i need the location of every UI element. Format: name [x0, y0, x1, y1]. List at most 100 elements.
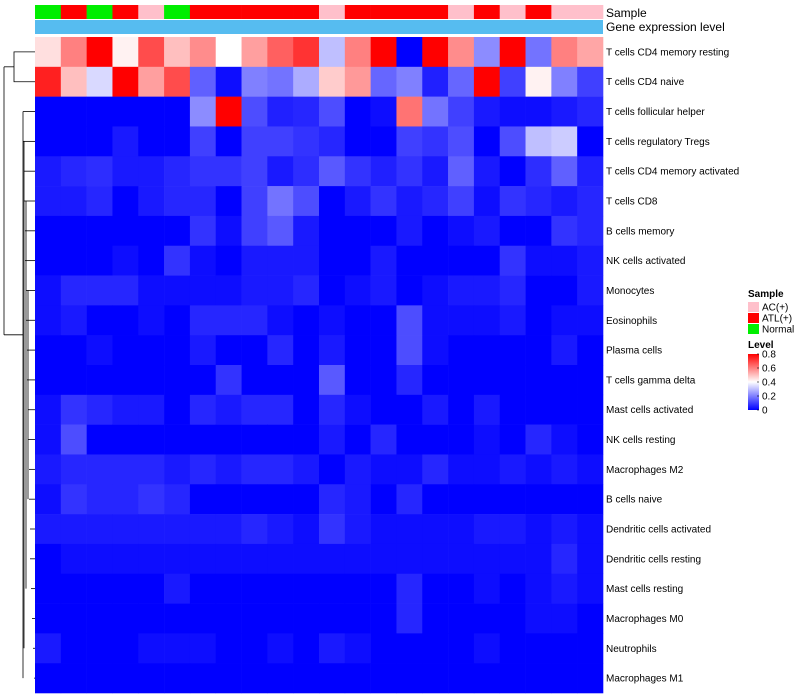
heatmap-cell [370, 514, 397, 545]
heatmap-cell [473, 365, 501, 396]
heatmap-cell [267, 454, 294, 485]
heatmap-cell [241, 543, 268, 575]
heatmap-cell [525, 633, 552, 664]
heatmap-cell [164, 365, 191, 396]
heatmap-cell [422, 573, 449, 604]
heatmap-cell [525, 484, 552, 515]
heatmap-cell [267, 543, 294, 575]
level-tick-label: 0.4 [762, 378, 776, 389]
heatmap-cell [577, 394, 604, 425]
heatmap-cell [293, 394, 320, 425]
heatmap-cell [448, 633, 475, 664]
heatmap-cell [112, 156, 139, 187]
heatmap-cell [189, 335, 217, 366]
heatmap-cell [215, 335, 242, 366]
heatmap-cell [60, 543, 87, 575]
heatmap-cell [448, 245, 475, 276]
heatmap-cell [473, 245, 501, 276]
heatmap-cell [448, 335, 475, 366]
heatmap-cell [60, 573, 87, 604]
heatmap-cell [577, 484, 604, 515]
heatmap-cell [86, 424, 113, 455]
heatmap-cell [215, 37, 242, 68]
heatmap-cell [422, 275, 449, 306]
sample-annotation-cell [344, 5, 371, 19]
heatmap-cell [525, 365, 552, 396]
heatmap-cell [422, 394, 449, 425]
heatmap-cell [35, 245, 62, 276]
heatmap-cell [370, 305, 397, 336]
heatmap-cell [138, 335, 165, 366]
heatmap-cell [370, 37, 397, 68]
heatmap-cell [525, 96, 552, 127]
heatmap-cell [267, 603, 294, 634]
heatmap-cell [525, 215, 552, 247]
heatmap-cell [112, 215, 139, 247]
heatmap-cell [396, 394, 423, 425]
row-label: Macrophages M1 [606, 674, 684, 685]
heatmap-cell [60, 603, 87, 634]
heatmap-cell [344, 96, 371, 127]
heatmap-cell [189, 275, 217, 306]
heatmap-cell [473, 37, 501, 68]
heatmap-cell [138, 663, 165, 694]
heatmap-cell [164, 394, 191, 425]
heatmap-cell [422, 37, 449, 68]
heatmap-cell [525, 275, 552, 306]
row-label: T cells CD4 memory resting [606, 47, 729, 58]
heatmap-cell [344, 543, 371, 575]
heatmap-cell [396, 633, 423, 664]
heatmap-cell [551, 156, 578, 187]
heatmap-cell [35, 305, 62, 336]
heatmap-cell [370, 96, 397, 127]
heatmap-cell [60, 365, 87, 396]
row-label: Mast cells resting [606, 584, 683, 595]
heatmap-cell [551, 245, 578, 276]
heatmap-cell [422, 126, 449, 157]
gene-level-annotation-bar [35, 20, 603, 34]
level-tick-label: 0.2 [762, 392, 776, 403]
heatmap-cell [551, 37, 578, 68]
heatmap-cell [525, 573, 552, 604]
heatmap-cell [577, 305, 604, 336]
row-label: T cells regulatory Tregs [606, 137, 710, 148]
heatmap-cell [164, 245, 191, 276]
heatmap-cell [319, 275, 346, 306]
heatmap-cell [344, 186, 371, 217]
heatmap-cell [60, 514, 87, 545]
heatmap-cell [164, 603, 191, 634]
heatmap-cell [577, 335, 604, 366]
heatmap-cell [448, 573, 475, 604]
heatmap-cell [189, 514, 217, 545]
heatmap-cell [164, 424, 191, 455]
heatmap-cell [422, 156, 449, 187]
heatmap-cell [499, 633, 526, 664]
heatmap-cell [267, 633, 294, 664]
heatmap-cell [241, 275, 268, 306]
sample-annotation-cell [241, 5, 268, 19]
heatmap-cell [215, 394, 242, 425]
heatmap-cell [215, 186, 242, 217]
row-label: T cells CD4 memory activated [606, 167, 739, 178]
heatmap-cell [86, 96, 113, 127]
heatmap-cell [241, 663, 268, 694]
heatmap-cell [293, 663, 320, 694]
row-label: Macrophages M2 [606, 465, 684, 476]
heatmap-cell [577, 603, 604, 634]
heatmap-cell [396, 275, 423, 306]
heatmap-cell [86, 573, 113, 604]
heatmap-cell [319, 305, 346, 336]
heatmap-cell [319, 335, 346, 366]
heatmap-cell [112, 543, 139, 575]
heatmap-cell [319, 484, 346, 515]
heatmap-cell [577, 365, 604, 396]
heatmap-cell [189, 365, 217, 396]
sample-annotation-cell [525, 5, 552, 19]
heatmap-cell [164, 543, 191, 575]
sample-annotation-cell [138, 5, 165, 19]
sample-annotation-cell [319, 5, 346, 19]
heatmap-cell [86, 186, 113, 217]
heatmap-cell [551, 96, 578, 127]
heatmap-cell [319, 365, 346, 396]
heatmap-cell [577, 275, 604, 306]
